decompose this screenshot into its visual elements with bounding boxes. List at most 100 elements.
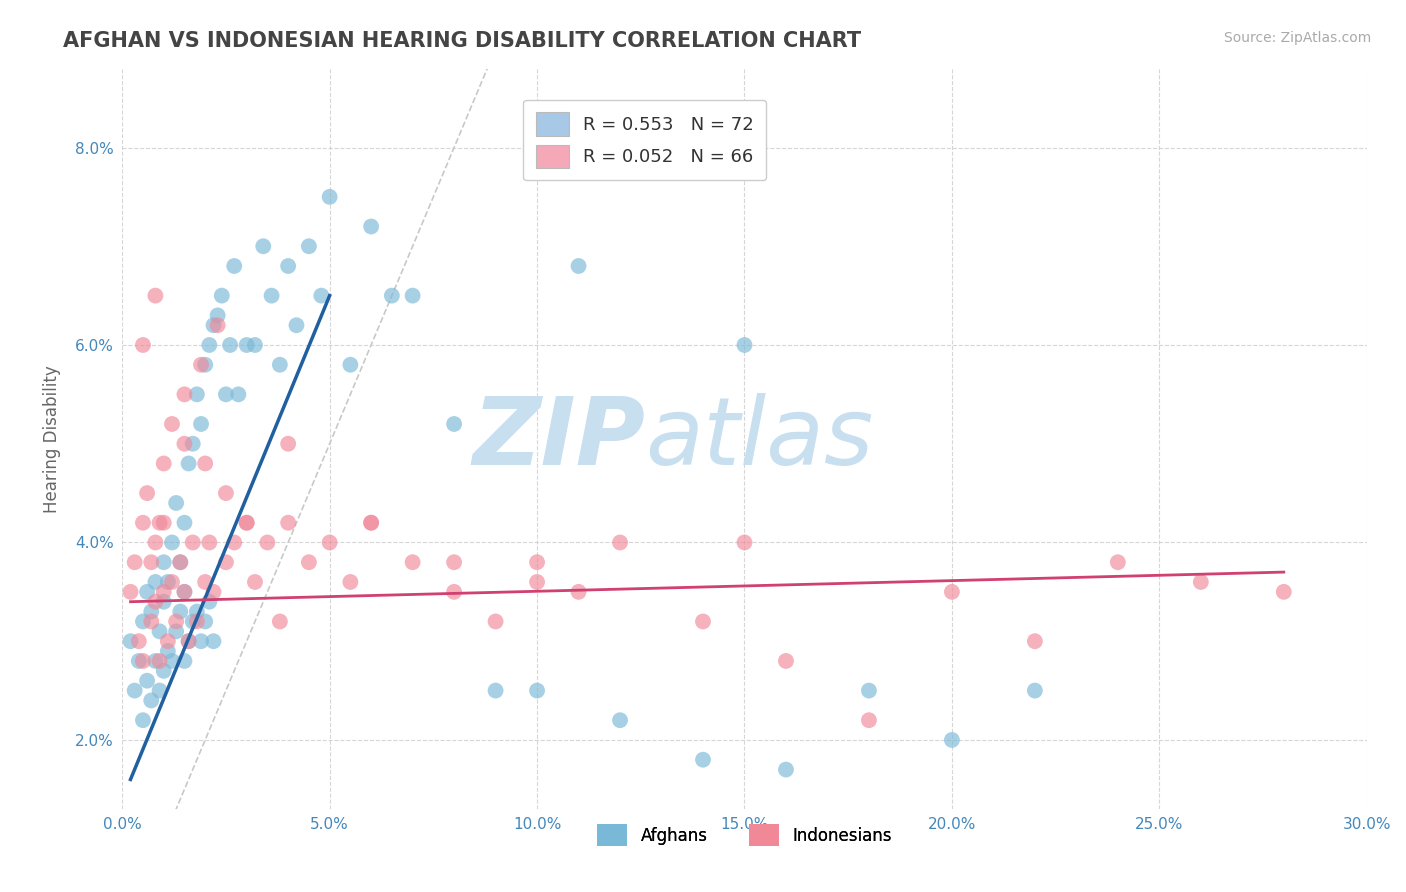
Point (202, 318, 225, 333)
Point (1024, 634, 1046, 648)
Point (181, 436, 204, 450)
Point (132, 654, 155, 668)
Point (156, 634, 179, 648)
Point (207, 309, 229, 323)
Point (211, 288, 233, 302)
Point (190, 634, 212, 648)
Point (160, 535, 183, 549)
Point (228, 387, 250, 401)
Point (1189, 574, 1212, 589)
Point (198, 535, 221, 549)
Point (243, 574, 266, 589)
Point (190, 358, 212, 372)
Point (169, 605, 191, 619)
Point (484, 615, 506, 629)
Point (775, 654, 797, 668)
Point (941, 733, 963, 747)
Point (136, 584, 159, 599)
Point (181, 535, 204, 549)
Point (148, 624, 170, 639)
Point (173, 584, 195, 599)
Point (360, 516, 382, 530)
Point (160, 654, 183, 668)
Point (132, 338, 155, 352)
Point (190, 417, 212, 431)
Point (235, 338, 257, 352)
Point (152, 555, 174, 569)
Point (156, 574, 179, 589)
Point (160, 574, 183, 589)
Point (235, 516, 257, 530)
Point (198, 595, 221, 609)
Point (169, 555, 191, 569)
Point (169, 555, 191, 569)
Point (145, 595, 167, 609)
Point (381, 288, 404, 302)
Point (609, 535, 631, 549)
Point (148, 516, 170, 530)
Point (207, 318, 229, 333)
Point (173, 516, 195, 530)
Point (224, 535, 246, 549)
Point (526, 574, 548, 589)
Point (186, 605, 208, 619)
Point (526, 555, 548, 569)
Point (269, 358, 291, 372)
Point (318, 190, 340, 204)
Point (198, 338, 221, 352)
Point (152, 584, 174, 599)
Point (156, 644, 179, 658)
Point (152, 595, 174, 609)
Point (152, 664, 174, 678)
Point (256, 535, 278, 549)
Point (202, 584, 225, 599)
Point (141, 693, 163, 707)
Point (186, 387, 208, 401)
Point (401, 288, 423, 302)
Point (269, 615, 291, 629)
Point (136, 673, 159, 688)
Point (219, 338, 242, 352)
Point (160, 417, 183, 431)
Point (401, 555, 423, 569)
Point (177, 457, 200, 471)
Point (128, 654, 150, 668)
Point (443, 555, 465, 569)
Point (145, 288, 167, 302)
Point (173, 387, 195, 401)
Point (186, 615, 208, 629)
Point (318, 535, 340, 549)
Point (165, 496, 187, 510)
Point (360, 219, 382, 234)
Point (173, 654, 195, 668)
Point (194, 574, 217, 589)
Point (858, 683, 880, 698)
Point (224, 259, 246, 273)
Point (148, 683, 170, 698)
Point (609, 713, 631, 727)
Text: atlas: atlas (645, 393, 873, 484)
Point (360, 516, 382, 530)
Point (252, 239, 274, 253)
Point (215, 387, 238, 401)
Point (567, 584, 589, 599)
Point (1024, 683, 1046, 698)
Point (165, 615, 187, 629)
Point (194, 615, 217, 629)
Point (941, 584, 963, 599)
Point (132, 615, 155, 629)
Point (152, 457, 174, 471)
Point (173, 436, 195, 450)
Point (285, 318, 308, 333)
Point (734, 535, 756, 549)
Point (215, 555, 238, 569)
Point (152, 516, 174, 530)
Text: Source: ZipAtlas.com: Source: ZipAtlas.com (1223, 31, 1371, 45)
Point (1272, 584, 1295, 599)
Point (181, 615, 204, 629)
Point (141, 555, 163, 569)
Point (858, 713, 880, 727)
Point (202, 634, 225, 648)
Point (734, 338, 756, 352)
Legend: Afghans, Indonesians: Afghans, Indonesians (591, 818, 898, 853)
